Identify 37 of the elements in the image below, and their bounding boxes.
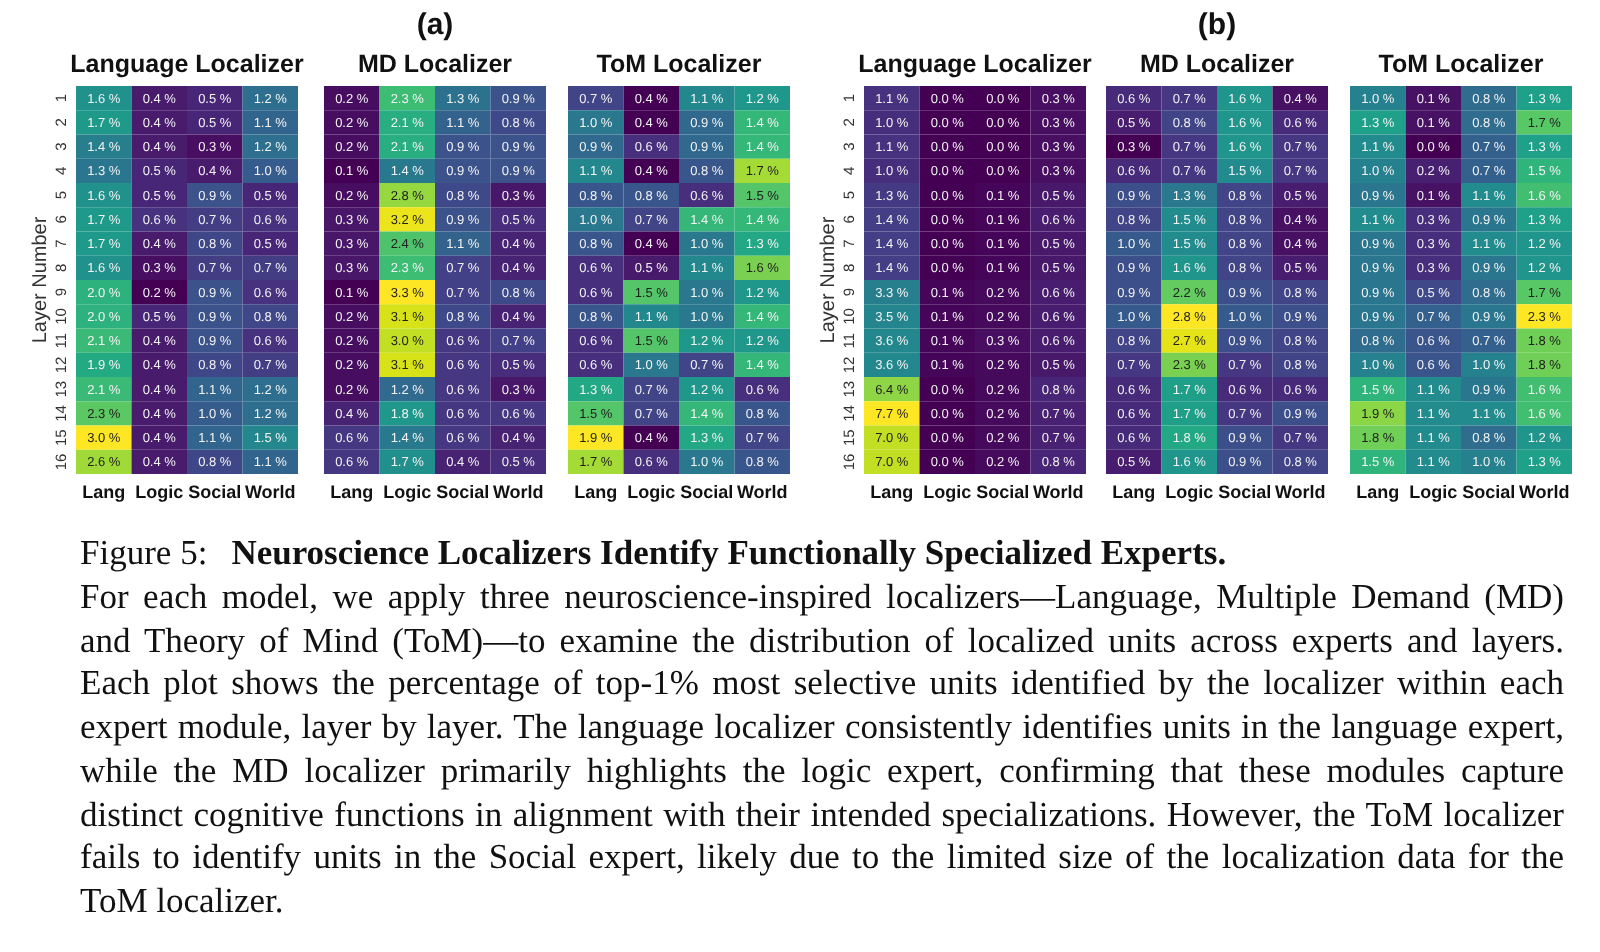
- x-tick-label: Social: [680, 482, 734, 502]
- chart-title: MD Localizer: [357, 50, 513, 78]
- x-tick-label: Logic: [1409, 482, 1458, 502]
- y-axis-title: Layer Number: [30, 215, 52, 344]
- chart-title: Language Localizer: [858, 50, 1092, 78]
- x-tick-label: World: [1274, 482, 1326, 502]
- x-tick-label: World: [492, 482, 544, 502]
- x-tick-label: Logic: [383, 482, 432, 502]
- chart-title: ToM Localizer: [1378, 50, 1544, 78]
- x-tick-label: World: [244, 482, 296, 502]
- text: For each model, we apply three neuroscience-inspired localizers—Language, Multiple Demand (MD) and Theory of Mind (ToM)—to examine the distribution of localized units across experts and layers. Each plot shows the percentage of top-1% most selective units identified by the localizer within each expert module, layer by layer. The language localizer consistently identifies units in the language expert, while the MD localizer primarily highlights the logic expert, confirming that these modules capture distinct cognitive functions in alignment with their intended specializations. However, the ToM localizer fails to identify units in the Social expert, likely due to the limited size of the localization data for the ToM localizer.: [80, 575, 1564, 924]
- x-tick-label: World: [1518, 482, 1570, 502]
- x-tick-label: Social: [976, 482, 1030, 502]
- x-tick-label: Lang: [82, 482, 126, 502]
- chart-title: Language Localizer: [70, 50, 304, 78]
- x-tick-label: Lang: [1112, 482, 1156, 502]
- x-tick-label: Social: [1218, 482, 1272, 502]
- x-tick-label: Lang: [574, 482, 618, 502]
- x-tick-label: Lang: [1356, 482, 1400, 502]
- text: (a): [416, 8, 454, 42]
- text: (b): [1197, 8, 1237, 42]
- chart-title: ToM Localizer: [596, 50, 762, 78]
- x-tick-label: Lang: [330, 482, 374, 502]
- x-tick-label: Logic: [1165, 482, 1214, 502]
- x-tick-label: World: [736, 482, 788, 502]
- x-tick-label: World: [1032, 482, 1084, 502]
- caption: Figure 5:: [80, 532, 208, 572]
- x-tick-label: Social: [436, 482, 490, 502]
- x-tick-label: Social: [188, 482, 242, 502]
- x-tick-label: Logic: [627, 482, 676, 502]
- x-tick-label: Logic: [135, 482, 184, 502]
- text: Neuroscience Localizers Identify Functionally Specialized Experts.: [231, 532, 1227, 572]
- y-axis-title: Layer Number: [818, 215, 840, 344]
- x-tick-label: Lang: [870, 482, 914, 502]
- x-tick-label: Social: [1462, 482, 1516, 502]
- chart-title: MD Localizer: [1139, 50, 1295, 78]
- x-tick-label: Logic: [923, 482, 972, 502]
